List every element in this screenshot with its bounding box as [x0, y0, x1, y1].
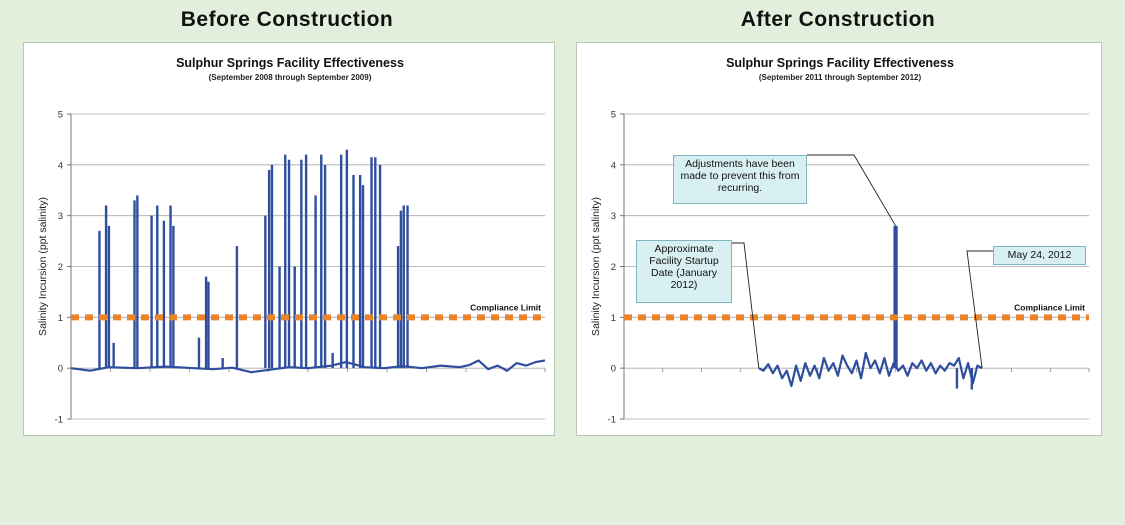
y-tick-label: 1	[611, 313, 616, 324]
y-tick-label: 2	[611, 262, 616, 273]
annotation-startup: Approximate Facility Startup Date (Janua…	[636, 240, 732, 303]
annotation-may: May 24, 2012	[993, 246, 1086, 265]
chart-after: Sulphur Springs Facility Effectiveness (S…	[576, 42, 1102, 436]
annotation-leader	[807, 154, 896, 227]
left-heading: Before Construction	[180, 8, 394, 31]
y-tick-label: 4	[611, 160, 616, 171]
series-baseline-line	[70, 359, 546, 374]
y-tick-label: 2	[58, 262, 63, 273]
chart-title: Sulphur Springs Facility Effectiveness	[726, 56, 954, 70]
right-heading: After Construction	[740, 8, 936, 31]
y-tick-label: 0	[58, 364, 63, 375]
y-tick-label: -1	[55, 415, 63, 426]
series-baseline-line	[758, 351, 983, 388]
y-tick-label: 3	[611, 211, 616, 222]
y-tick-label: 5	[611, 110, 616, 121]
y-tick-label: 0	[611, 364, 616, 375]
chart-after-svg: Sulphur Springs Facility Effectiveness (S…	[590, 56, 1090, 426]
chart-before: Sulphur Springs Facility Effectiveness (S…	[23, 42, 555, 436]
y-tick-label: 1	[58, 313, 63, 324]
chart-title: Sulphur Springs Facility Effectiveness	[176, 56, 404, 70]
y-axis-label: Salinity Incursion (ppt salinity)	[590, 197, 602, 336]
annotation-leader	[966, 250, 993, 369]
y-tick-label: 3	[58, 211, 63, 222]
annotation-adjustments: Adjustments have been made to prevent th…	[673, 155, 807, 204]
compliance-limit-label: Compliance Limit	[470, 302, 541, 312]
y-tick-label: -1	[608, 415, 616, 426]
y-tick-label: 5	[58, 110, 63, 121]
chart-subtitle: (September 2008 through September 2009)	[209, 73, 372, 82]
annotation-leader	[732, 242, 760, 369]
chart-before-svg: Sulphur Springs Facility Effectiveness (S…	[37, 56, 546, 426]
y-axis-label: Salinity Incursion (ppt salinity)	[37, 197, 49, 336]
y-tick-label: 4	[58, 160, 63, 171]
chart-subtitle: (September 2011 through September 2012)	[759, 73, 922, 82]
compliance-limit-label: Compliance Limit	[1014, 302, 1085, 312]
